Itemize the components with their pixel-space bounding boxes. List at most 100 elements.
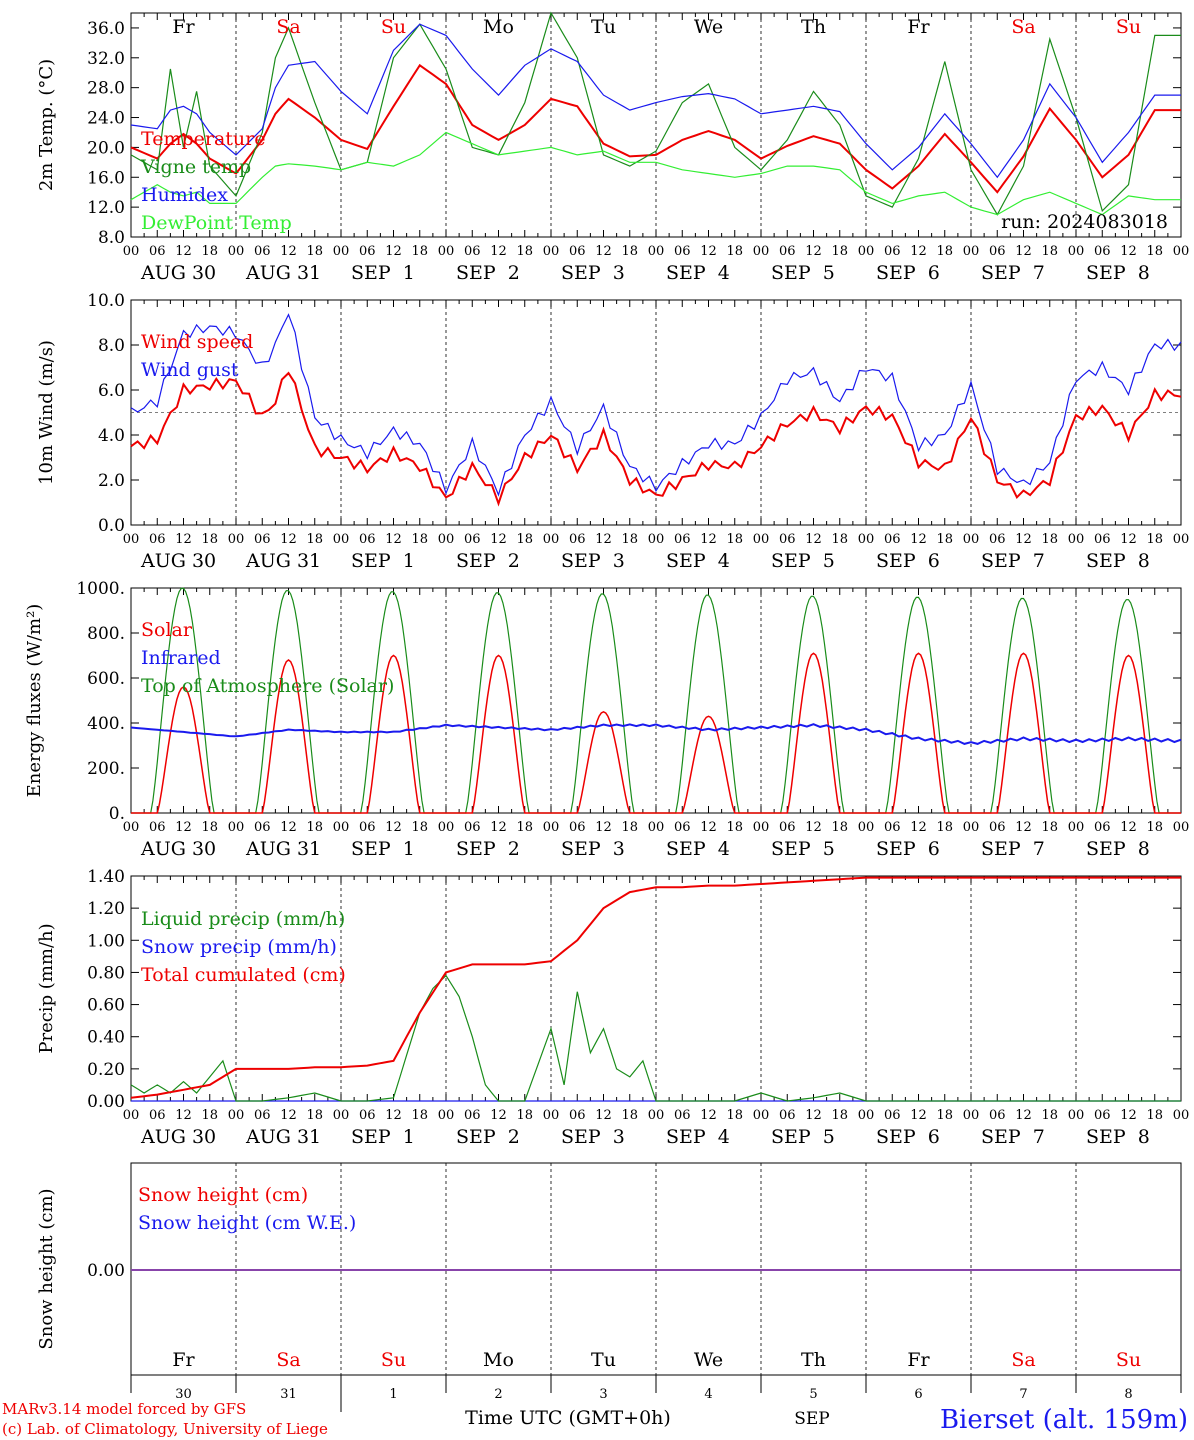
hour-tick-label: 06 bbox=[779, 1108, 796, 1123]
plot-frame bbox=[130, 12, 1182, 238]
day-label: AUG 30 bbox=[140, 1126, 216, 1148]
hour-tick-label: 12 bbox=[280, 820, 297, 835]
hour-tick-label: 12 bbox=[1120, 244, 1137, 259]
day-label: AUG 31 bbox=[245, 1126, 321, 1148]
hour-tick-label: 00 bbox=[438, 1108, 455, 1123]
station-label: Bierset (alt. 159m) bbox=[940, 1405, 1188, 1435]
day-label: SEP 1 bbox=[351, 1126, 415, 1148]
hour-tick-label: 06 bbox=[779, 820, 796, 835]
legend-entry: DewPoint Temp bbox=[141, 212, 292, 234]
y-tick-label: 0.60 bbox=[87, 996, 125, 1016]
hour-tick-label: 00 bbox=[543, 532, 560, 547]
y-tick-label: 1.20 bbox=[87, 899, 125, 919]
day-number-label: 5 bbox=[809, 1387, 817, 1402]
hour-tick-label: 00 bbox=[333, 1108, 350, 1123]
weekday-label: Fr bbox=[172, 1349, 195, 1371]
hour-tick-label: 06 bbox=[464, 244, 481, 259]
hour-tick-label: 00 bbox=[1173, 532, 1190, 547]
hour-tick-label: 06 bbox=[779, 532, 796, 547]
day-label: AUG 30 bbox=[140, 838, 216, 860]
legend-entry: Wind gust bbox=[141, 359, 239, 381]
weekday-label: Su bbox=[1116, 1349, 1141, 1371]
weekday-label: Th bbox=[801, 16, 826, 38]
hour-tick-label: 06 bbox=[674, 820, 691, 835]
hour-tick-label: 12 bbox=[280, 244, 297, 259]
y-tick-label: 0.20 bbox=[87, 1060, 125, 1080]
hour-tick-label: 12 bbox=[1015, 532, 1032, 547]
hour-tick-label: 18 bbox=[1041, 820, 1058, 835]
y-tick-label: 24.0 bbox=[87, 109, 125, 129]
hour-tick-label: 18 bbox=[1041, 1108, 1058, 1123]
hour-tick-label: 12 bbox=[805, 1108, 822, 1123]
legend-entry: Liquid precip (mm/h) bbox=[141, 908, 345, 930]
hour-tick-label: 06 bbox=[569, 1108, 586, 1123]
hour-tick-label: 06 bbox=[149, 1108, 166, 1123]
plot-frame bbox=[130, 587, 1182, 814]
hour-tick-label: 18 bbox=[831, 820, 848, 835]
day-label: SEP 6 bbox=[876, 1126, 940, 1148]
legend-entry: Wind speed bbox=[141, 331, 253, 353]
hour-tick-label: 00 bbox=[1173, 820, 1190, 835]
hour-tick-label: 12 bbox=[280, 1108, 297, 1123]
weekday-label: Su bbox=[381, 16, 406, 38]
hour-tick-label: 18 bbox=[516, 532, 533, 547]
day-number-label: 6 bbox=[914, 1387, 922, 1402]
hour-tick-label: 06 bbox=[989, 1108, 1006, 1123]
day-label: AUG 31 bbox=[245, 838, 321, 860]
y-axis-label: 2m Temp. (°C) bbox=[36, 59, 57, 191]
hour-tick-label: 18 bbox=[621, 820, 638, 835]
day-label: SEP 5 bbox=[771, 262, 835, 284]
hour-tick-label: 18 bbox=[621, 244, 638, 259]
day-number-label: 2 bbox=[494, 1387, 502, 1402]
y-tick-label: 200. bbox=[87, 759, 125, 779]
hour-tick-label: 06 bbox=[254, 1108, 271, 1123]
panel-5: 0.00 Snow height (cm) Snow height (cm) Snow… bbox=[36, 1162, 1182, 1412]
hour-tick-label: 06 bbox=[989, 244, 1006, 259]
weekday-label: Su bbox=[1116, 16, 1141, 38]
day-label: SEP 4 bbox=[666, 262, 730, 284]
hour-tick-label: 12 bbox=[1120, 532, 1137, 547]
hour-tick-label: 00 bbox=[1068, 820, 1085, 835]
hour-tick-label: 00 bbox=[1068, 244, 1085, 259]
hour-tick-label: 00 bbox=[1068, 532, 1085, 547]
hour-tick-label: 18 bbox=[1146, 1108, 1163, 1123]
weekday-label: Fr bbox=[907, 16, 930, 38]
legend-entry: Temperature bbox=[141, 128, 265, 150]
weekday-label: Th bbox=[801, 1349, 826, 1371]
day-label: SEP 3 bbox=[561, 550, 625, 572]
weekday-label: Mo bbox=[483, 1349, 514, 1371]
hour-tick-label: 18 bbox=[936, 532, 953, 547]
hour-tick-label: 12 bbox=[910, 820, 927, 835]
hour-tick-label: 00 bbox=[123, 1108, 140, 1123]
series-solar bbox=[131, 652, 1181, 814]
hour-tick-label: 06 bbox=[674, 244, 691, 259]
hour-tick-label: 18 bbox=[936, 820, 953, 835]
hour-tick-label: 12 bbox=[910, 244, 927, 259]
legend-entry: Snow precip (mm/h) bbox=[141, 936, 337, 958]
day-number-label: 3 bbox=[599, 1387, 607, 1402]
hour-tick-label: 06 bbox=[254, 532, 271, 547]
hour-tick-label: 18 bbox=[831, 244, 848, 259]
day-label: SEP 7 bbox=[981, 1126, 1045, 1148]
hour-tick-label: 18 bbox=[936, 1108, 953, 1123]
hour-tick-label: 00 bbox=[228, 820, 245, 835]
series-wind-gust bbox=[130, 313, 1182, 497]
day-label: SEP 4 bbox=[666, 838, 730, 860]
hour-tick-label: 00 bbox=[438, 244, 455, 259]
hour-tick-label: 06 bbox=[1094, 532, 1111, 547]
series-humidex bbox=[130, 23, 1181, 179]
day-label: SEP 1 bbox=[351, 262, 415, 284]
hour-tick-label: 12 bbox=[490, 1108, 507, 1123]
legend-entry: Vigne temp bbox=[140, 156, 251, 178]
hour-tick-label: 00 bbox=[543, 1108, 560, 1123]
day-label: SEP 3 bbox=[561, 838, 625, 860]
hour-tick-label: 00 bbox=[648, 820, 665, 835]
hour-tick-label: 18 bbox=[201, 1108, 218, 1123]
weekday-label: Sa bbox=[276, 1349, 300, 1371]
panel-4: 00 06 12 18 00 06 12 18 00 06 12 18 00 06 12 18 00 06 12 18… bbox=[36, 867, 1189, 1148]
hour-tick-label: 12 bbox=[1015, 820, 1032, 835]
hour-tick-label: 18 bbox=[936, 244, 953, 259]
hour-tick-label: 12 bbox=[595, 1108, 612, 1123]
hour-tick-label: 00 bbox=[753, 820, 770, 835]
